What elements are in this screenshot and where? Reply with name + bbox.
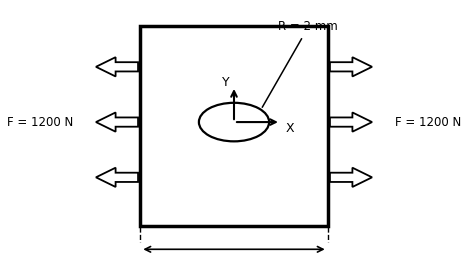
Polygon shape [330,57,372,77]
Polygon shape [330,113,372,132]
Text: 20 mm: 20 mm [212,256,256,257]
Bar [140,26,328,226]
Polygon shape [96,57,138,77]
Polygon shape [96,113,138,132]
Polygon shape [330,168,372,187]
Polygon shape [96,168,138,187]
Text: Y: Y [222,76,229,89]
Text: F = 1200 N: F = 1200 N [395,116,461,128]
Text: R = 2 mm: R = 2 mm [262,21,338,107]
Circle shape [199,103,269,141]
Text: X: X [286,122,294,135]
Text: F = 1200 N: F = 1200 N [7,116,73,128]
